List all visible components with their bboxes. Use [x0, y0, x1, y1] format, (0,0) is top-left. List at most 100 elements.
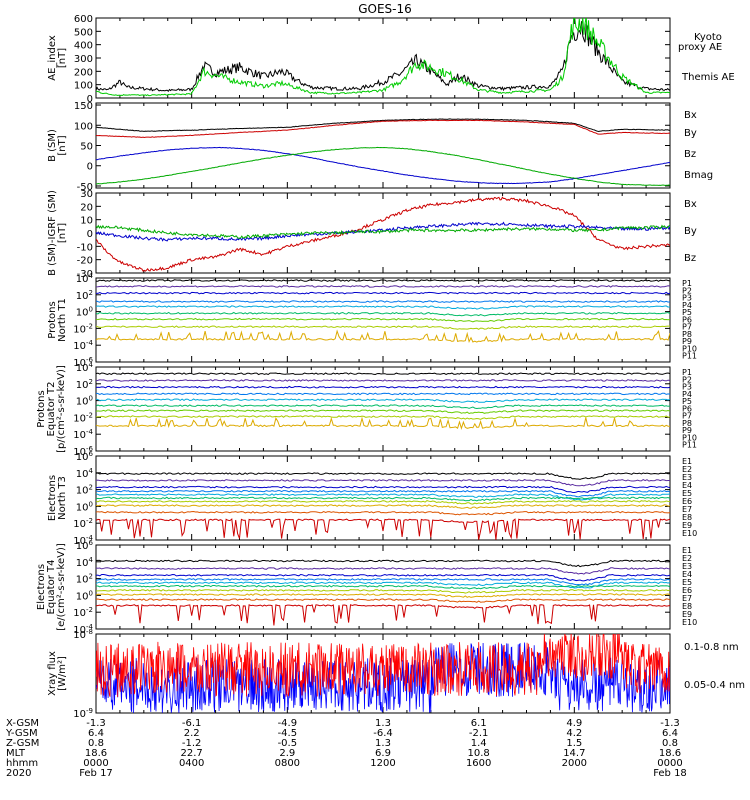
data-area-db: [96, 196, 670, 272]
panel-frame-db: [95, 192, 671, 274]
legend-db-2: Bz: [684, 253, 696, 264]
data-area-pe: [96, 372, 670, 430]
series-db-0: [96, 196, 670, 272]
ytick-label-ee-0: 106: [76, 539, 94, 552]
channel-label-ee-E1: E1: [682, 546, 692, 555]
ytick-label-xray-0: 10-8: [73, 628, 93, 641]
ytick-label-b-3: 0: [87, 162, 93, 173]
eph-z_gsm-4: 1.4: [471, 738, 487, 749]
panel-xray: Xray flux [W/m²]10-810-90.1-0.8 nm0.05-0.…: [47, 628, 745, 720]
channel-label-ee-E4: E4: [682, 570, 692, 579]
panel-ee: Electrons Equator T4 [e/(cm²-s-sr-keV)] 106…: [36, 539, 697, 636]
channel-ee-E10: [96, 604, 670, 626]
time-axis-table: X-GSMY-GSMZ-GSMMLThhmm2020-1.36.40.818.6…: [5, 718, 687, 779]
channel-ee-E9: [96, 598, 670, 603]
channel-label-ee-E7: E7: [682, 594, 692, 603]
eph-z_gsm-5: 1.5: [566, 738, 582, 749]
data-area-pn: [96, 279, 670, 344]
ytick-label-ee-2: 102: [76, 573, 93, 586]
legend-xray-0: 0.1-0.8 nm: [684, 642, 739, 653]
channel-ee-E1: [96, 559, 670, 568]
ytick-label-ae-1: 500: [74, 27, 93, 38]
eph-row-label-5: 2020: [6, 768, 31, 779]
ylabel-ae-0: AE_index: [47, 35, 58, 81]
eph-hhmm-2: 0800: [275, 758, 300, 769]
ytick-label-ae-0: 600: [74, 14, 93, 25]
eph-row-label-2: Z-GSM: [6, 738, 39, 749]
eph-z_gsm-2: -0.5: [278, 738, 298, 749]
channel-label-pe-P6: P6: [682, 404, 692, 413]
channel-label-pn-P1: P1: [682, 279, 692, 288]
legend-db-1: By: [684, 226, 697, 237]
legend-ae-0: Kyoto: [694, 32, 722, 43]
channel-label-ee-E9: E9: [682, 610, 692, 619]
eph-x_gsm-3: 1.3: [375, 718, 391, 729]
channel-label-en-E4: E4: [682, 481, 692, 490]
eph-y_gsm-0: 6.4: [88, 728, 104, 739]
panel-pe: Protons Equator T2 [p/(cm²-s-sr-keV)] 104 10…: [36, 361, 697, 458]
ytick-label-ee-4: 10-2: [73, 606, 93, 619]
eph-row-label-3: MLT: [6, 748, 26, 759]
ytick-label-ae-3: 300: [74, 54, 93, 65]
channel-label-en-E5: E5: [682, 489, 692, 498]
ytick-label-b-1: 100: [74, 121, 93, 132]
channel-label-pn-P9: P9: [682, 337, 692, 346]
ytick-label-db-6: -30: [77, 269, 93, 280]
ylabel-ee-2: [e/(cm²-s-sr-keV)]: [56, 543, 67, 631]
channel-label-pn-P3: P3: [682, 294, 692, 303]
channel-pe-P8: [96, 415, 670, 420]
ytick-label-db-1: 20: [80, 202, 93, 213]
eph-z_gsm-3: 1.3: [375, 738, 391, 749]
ylabel-pe-0: Protons: [36, 390, 47, 427]
ytick-label-pn-1: 102: [76, 289, 93, 302]
ytick-label-ae-4: 200: [74, 67, 93, 78]
channel-label-en-E2: E2: [682, 465, 692, 474]
eph-mlt-2: 2.9: [279, 748, 295, 759]
legend-xray-1: 0.05-0.4 nm: [684, 680, 745, 691]
eph-hhmm-0: 0000: [83, 758, 108, 769]
data-area-ae: [96, 18, 670, 97]
data-area-xray: [96, 634, 670, 713]
channel-ee-E2: [96, 567, 670, 575]
ytick-label-ae-2: 400: [74, 41, 93, 52]
data-area-en: [96, 472, 670, 540]
eph-hhmm-3: 1200: [370, 758, 395, 769]
series-b-0: [96, 118, 670, 133]
channel-en-E6: [96, 496, 670, 502]
eph-x_gsm-1: -6.1: [182, 718, 202, 729]
eph-mlt-1: 22.7: [181, 748, 203, 759]
panels-group: AE_index [nT]6005004003002001000Kyotoprox…: [36, 14, 745, 720]
channel-pn-P3: [96, 291, 670, 295]
channel-label-pe-P3: P3: [682, 383, 692, 392]
ytick-label-db-2: 10: [80, 216, 93, 227]
eph-hhmm-4: 1600: [466, 758, 491, 769]
panel-db: B (SM)-IGRF (SM) [nT] 30 20 10 0 -10 -20 -30 Bx By…: [47, 189, 697, 280]
channel-ee-E3: [96, 573, 670, 582]
ytick-label-pe-1: 102: [76, 378, 93, 391]
channel-pe-P6: [96, 404, 670, 410]
channel-label-pn-P6: P6: [682, 315, 692, 324]
legend-b-0: Bx: [684, 110, 697, 121]
channel-label-ee-E10: E10: [682, 618, 697, 627]
channel-ee-E7: [96, 589, 670, 594]
channel-pe-P2: [96, 379, 670, 382]
ylabel-xray-0: Xray flux: [47, 651, 58, 696]
channel-label-pn-P8: P8: [682, 330, 692, 339]
channel-label-en-E7: E7: [682, 505, 692, 514]
channel-label-pe-P1: P1: [682, 368, 692, 377]
ytick-label-en-3: 100: [76, 500, 93, 513]
eph-hhmm-1: 0400: [179, 758, 204, 769]
eph-y_gsm-3: -6.4: [373, 728, 393, 739]
eph-y_gsm-4: -2.1: [469, 728, 489, 739]
ylabel-db-0: B (SM)-IGRF (SM): [47, 190, 58, 276]
channel-en-E4: [96, 489, 670, 498]
channel-label-ee-E3: E3: [682, 562, 692, 571]
channel-pn-P6: [96, 311, 670, 317]
channel-en-E10: [96, 518, 670, 540]
eph-z_gsm-0: 0.8: [88, 738, 104, 749]
channel-pn-P4: [96, 300, 670, 303]
ytick-label-db-4: -10: [77, 242, 93, 253]
panel-b: B (SM) [nT] 150 100 50 0 -50 Bx By Bz Bmag: [47, 101, 713, 193]
channel-pn-P1: [96, 279, 670, 282]
